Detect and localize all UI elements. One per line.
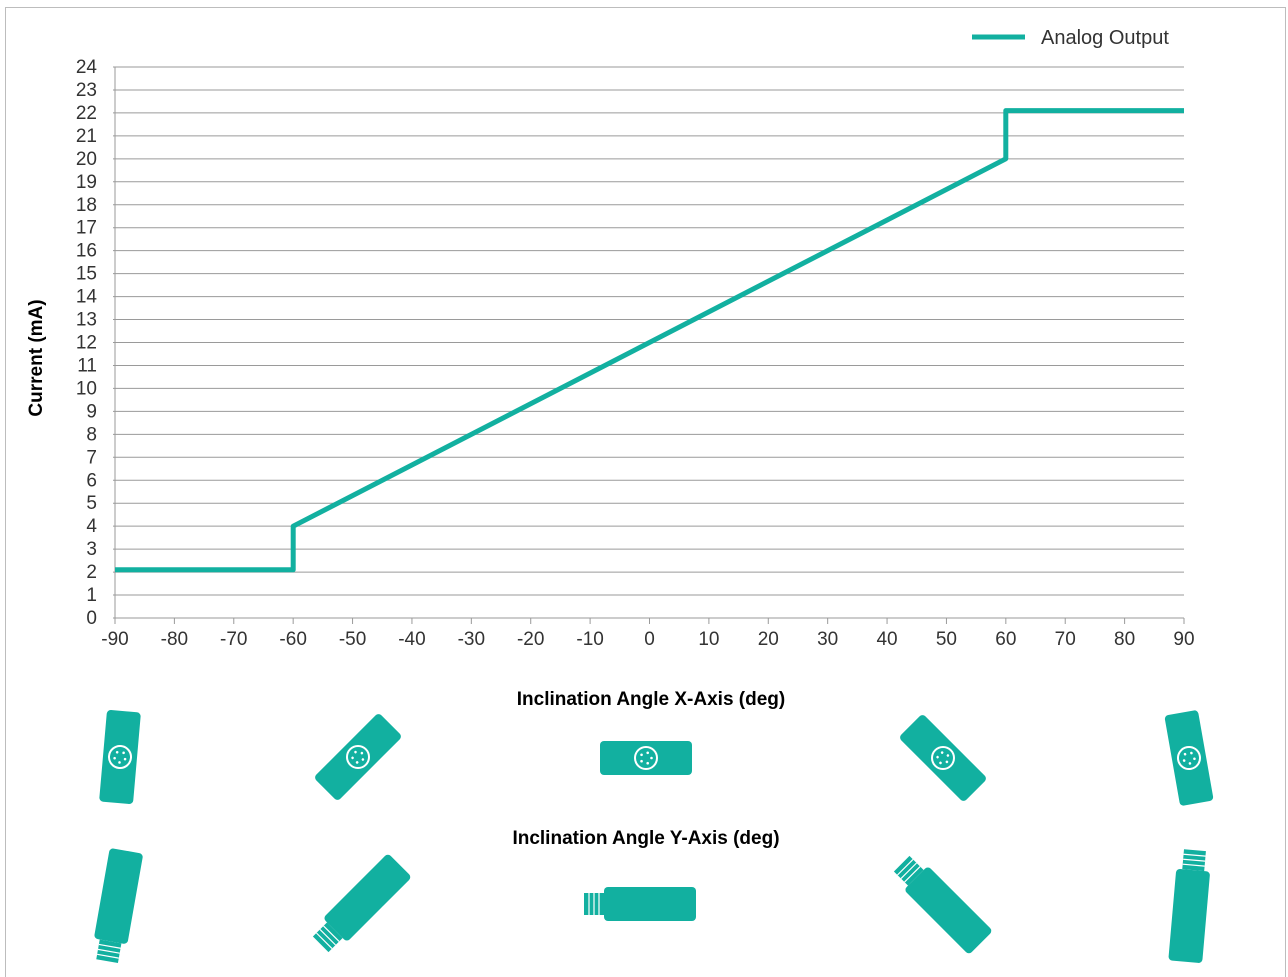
x-axis-orientation-icons — [99, 710, 1214, 806]
x-tick-label: -20 — [517, 629, 544, 650]
x-tick-label: -40 — [398, 629, 425, 650]
y-tick-label: 0 — [86, 608, 97, 629]
x-tick-label: 10 — [698, 629, 719, 650]
sensor-connector-icon — [1168, 849, 1210, 963]
y-tick-label: 4 — [86, 516, 97, 537]
y-axis-orientation-icons — [94, 848, 1210, 964]
x-tick-label: 60 — [995, 629, 1016, 650]
y-tick-label: 6 — [86, 470, 97, 491]
x-tick-label: -80 — [161, 629, 188, 650]
x-tick-label: 90 — [1173, 629, 1194, 650]
x-tick-label: -60 — [279, 629, 306, 650]
y-tick-label: 3 — [86, 539, 97, 560]
sensor-face-icon — [99, 710, 141, 804]
x-tick-label: 0 — [644, 629, 655, 650]
y-tick-label: 12 — [76, 333, 97, 354]
y-tick-label: 2 — [86, 562, 97, 583]
sensor-connector-icon — [893, 855, 992, 954]
y-tick-label: 9 — [86, 401, 97, 422]
y-tick-label: 23 — [76, 80, 97, 101]
x-tick-label: -90 — [101, 629, 128, 650]
y-tick-label: 21 — [76, 126, 97, 147]
y-tick-label: 19 — [76, 172, 97, 193]
sensor-connector-icon — [312, 854, 411, 953]
y-tick-label: 18 — [76, 195, 97, 216]
sensor-face-icon — [315, 714, 401, 800]
y-tick-label: 17 — [76, 218, 97, 239]
x-tick-label: 70 — [1055, 629, 1076, 650]
y-tick-label: 16 — [76, 241, 97, 262]
sensor-face-icon — [900, 715, 986, 801]
sensor-connector-icon — [584, 887, 696, 921]
sensor-face-icon — [600, 741, 692, 775]
x-axis-title: Inclination Angle X-Axis (deg) — [517, 689, 785, 710]
y-tick-label: 13 — [76, 310, 97, 331]
x-tick-label: -10 — [576, 629, 603, 650]
x-tick-label: 40 — [876, 629, 897, 650]
y-inclination-title: Inclination Angle Y-Axis (deg) — [512, 828, 779, 849]
x-tick-label: -50 — [339, 629, 366, 650]
x-tick-label: 30 — [817, 629, 838, 650]
x-tick-label: 50 — [936, 629, 957, 650]
y-tick-label: 7 — [86, 447, 97, 468]
y-tick-label: 10 — [76, 378, 97, 399]
series-line-analog-output — [115, 108, 1184, 573]
y-tick-label: 1 — [86, 585, 97, 606]
x-tick-labels: -90 -80 -70 -60 -50 -40 -30 -20 -10 0 10 20 30 40 50 60… — [101, 629, 1194, 650]
y-tick-label: 8 — [86, 424, 97, 445]
legend-label: Analog Output — [1041, 27, 1169, 49]
y-tick-label: 11 — [77, 355, 97, 376]
series-layer — [115, 108, 1184, 573]
y-tick-label: 20 — [76, 149, 97, 170]
y-tick-label: 24 — [76, 57, 98, 78]
y-tick-label: 15 — [76, 264, 97, 285]
x-tick-label: 80 — [1114, 629, 1135, 650]
x-tick-label: 20 — [758, 629, 779, 650]
chart-frame — [5, 7, 1286, 977]
y-tick-label: 14 — [76, 287, 98, 308]
sensor-connector-icon — [94, 848, 143, 964]
sensor-face-icon — [1164, 710, 1214, 806]
x-tick-label: -30 — [458, 629, 485, 650]
x-tick-label: -70 — [220, 629, 247, 650]
legend[interactable]: Analog Output — [972, 27, 1169, 49]
y-tick-label: 5 — [86, 493, 97, 514]
y-axis-title: Current (mA) — [26, 299, 47, 416]
y-tick-label: 22 — [76, 103, 97, 124]
